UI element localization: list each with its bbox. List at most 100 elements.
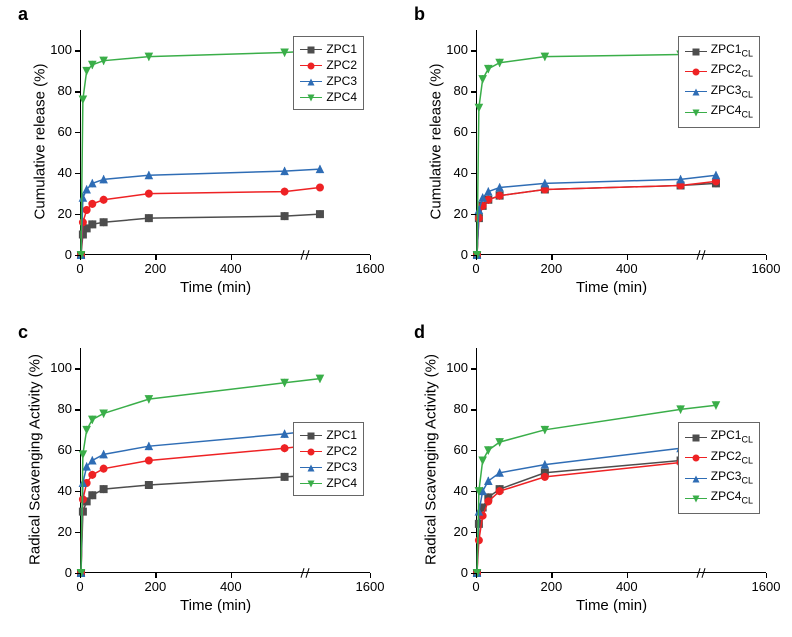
x-axis-label: Time (min) [576,597,647,614]
x-tick-label: 400 [211,579,251,594]
figure-container: a02040608010002004001600Time (min)Cumula… [0,0,792,637]
legend-item: ZPC4 [300,475,357,491]
x-tick [551,573,552,578]
x-tick-label: 400 [607,261,647,276]
x-tick [155,255,156,260]
legend-marker-icon [306,479,316,489]
x-tick-label: 1600 [746,261,786,276]
y-tick [75,409,80,410]
x-tick-label: 400 [607,579,647,594]
x-tick-label: 0 [60,579,100,594]
legend-label: ZPC2 [326,57,357,73]
legend-item: ZPC2CL [685,448,753,468]
legend-swatch [685,71,707,72]
legend-marker-icon [691,474,701,484]
legend-marker-icon [306,61,316,71]
y-tick-label: 60 [436,442,468,457]
legend-item: ZPC4 [300,89,357,105]
y-tick-label: 0 [40,565,72,580]
y-tick [75,532,80,533]
x-tick [370,573,371,578]
legend-label: ZPC3CL [711,82,753,102]
y-tick [471,450,476,451]
y-tick [471,214,476,215]
legend-swatch [300,435,322,436]
series-line [477,181,716,255]
y-tick [75,50,80,51]
y-tick-label: 20 [436,524,468,539]
legend: ZPC1ZPC2ZPC3ZPC4 [293,36,364,110]
y-tick-label: 0 [40,247,72,262]
y-tick [471,409,476,410]
y-axis-label: Radical Scavenging Activity (%) [423,349,440,569]
y-tick-label: 80 [436,401,468,416]
x-tick-label: 200 [531,261,571,276]
y-tick [471,173,476,174]
legend-marker-icon [691,433,701,443]
y-axis-label: Cumulative release (%) [428,51,445,231]
legend-item: ZPC1CL [685,427,753,447]
legend-item: ZPC1CL [685,41,753,61]
y-tick [75,450,80,451]
legend-swatch [300,81,322,82]
legend-label: ZPC3 [326,73,357,89]
legend-item: ZPC2 [300,57,357,73]
legend: ZPC1ZPC2ZPC3ZPC4 [293,422,364,496]
panel-a: a02040608010002004001600Time (min)Cumula… [0,0,396,318]
x-tick [370,255,371,260]
legend-item: ZPC2 [300,443,357,459]
legend-marker-icon [306,431,316,441]
y-tick [471,91,476,92]
legend-label: ZPC4 [326,475,357,491]
legend-label: ZPC4 [326,89,357,105]
legend-label: ZPC2 [326,443,357,459]
legend-swatch [300,483,322,484]
legend-swatch [685,498,707,499]
x-tick [766,255,767,260]
legend-item: ZPC3 [300,459,357,475]
y-tick-label: 100 [40,360,72,375]
y-tick-label: 0 [436,565,468,580]
series-line [81,50,320,255]
y-tick-label: 0 [436,247,468,262]
legend-marker-icon [306,45,316,55]
y-tick [75,173,80,174]
series-line [81,475,320,573]
panel-label-b: b [414,4,425,25]
legend-swatch [300,97,322,98]
legend-marker-icon [306,77,316,87]
legend-label: ZPC1 [326,41,357,57]
x-tick [766,573,767,578]
legend-marker-icon [306,93,316,103]
x-tick [80,573,81,578]
panel-label-c: c [18,322,28,343]
legend-item: ZPC3 [300,73,357,89]
legend-label: ZPC2CL [711,61,753,81]
legend-item: ZPC4CL [685,488,753,508]
legend-marker-icon [691,87,701,97]
series-line [81,214,320,255]
y-tick [471,491,476,492]
y-tick-label: 40 [40,483,72,498]
y-tick [75,91,80,92]
x-tick [627,573,628,578]
y-axis-label: Cumulative release (%) [32,51,49,231]
y-tick [471,532,476,533]
y-axis-label: Radical Scavenging Activity (%) [27,349,44,569]
legend-swatch [300,467,322,468]
legend-item: ZPC3CL [685,468,753,488]
legend-item: ZPC3CL [685,82,753,102]
legend-item: ZPC1 [300,427,357,443]
x-tick-label: 1600 [350,261,390,276]
y-tick-label: 40 [436,483,468,498]
y-tick [471,368,476,369]
x-tick-label: 200 [135,579,175,594]
series-line [81,169,320,255]
x-tick [231,255,232,260]
x-tick-label: 0 [60,261,100,276]
legend-marker-icon [306,447,316,457]
y-tick [75,491,80,492]
y-tick [471,50,476,51]
legend-swatch [300,451,322,452]
legend-label: ZPC3 [326,459,357,475]
